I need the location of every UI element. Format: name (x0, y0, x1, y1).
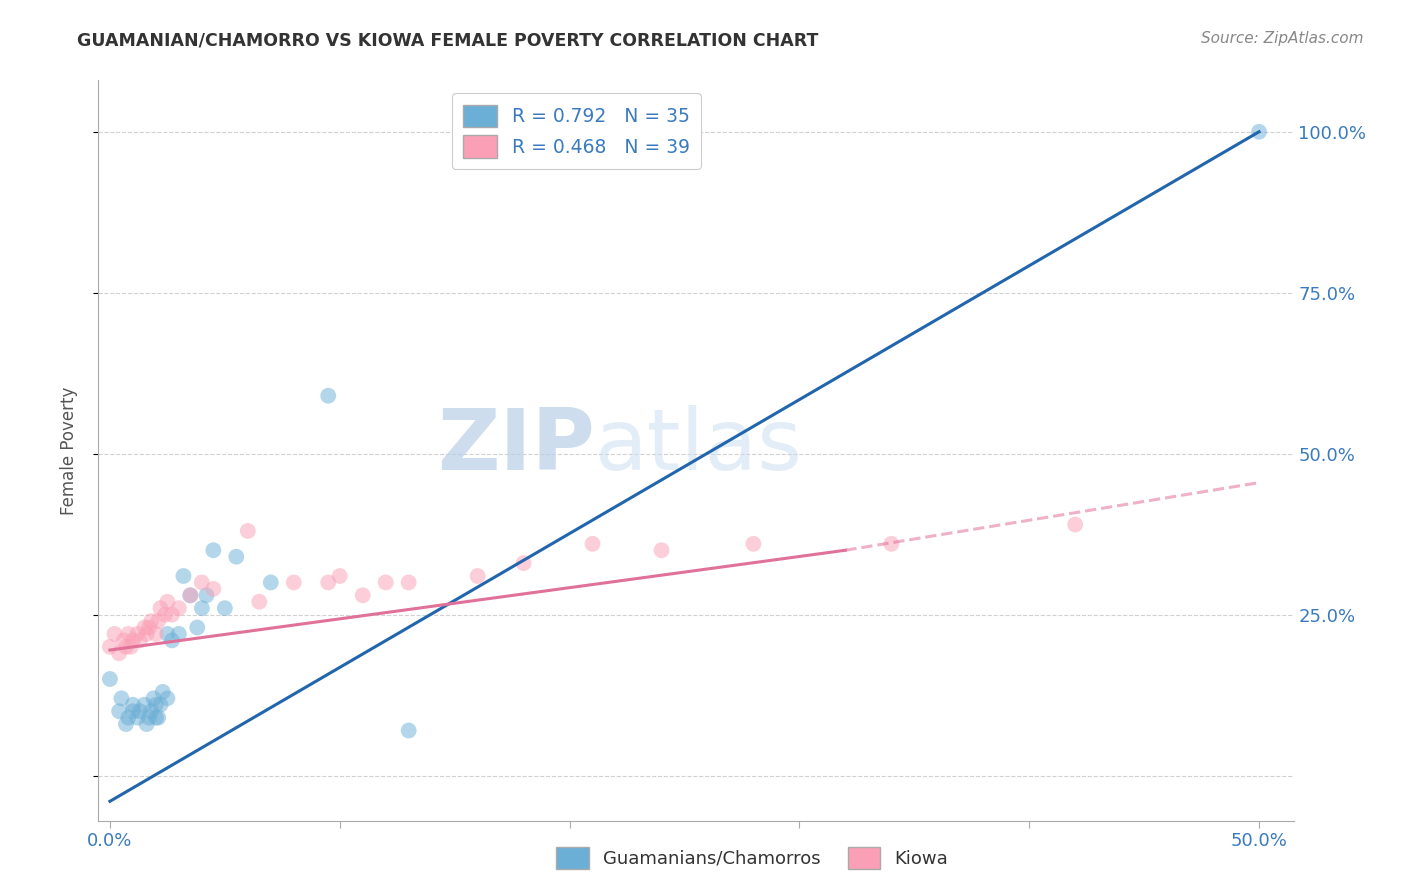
Legend: Guamanians/Chamorros, Kiowa: Guamanians/Chamorros, Kiowa (548, 839, 956, 876)
Text: atlas: atlas (595, 405, 803, 488)
Point (156, 627, 179, 641)
Point (374, 575, 396, 590)
Point (329, 569, 352, 583)
Point (202, 543, 225, 558)
Point (148, 614, 170, 628)
Text: Source: ZipAtlas.com: Source: ZipAtlas.com (1201, 31, 1364, 46)
Point (156, 595, 179, 609)
Point (117, 627, 139, 641)
Point (179, 588, 201, 602)
Point (145, 711, 167, 725)
Point (112, 633, 135, 648)
Point (214, 601, 236, 615)
Point (122, 698, 145, 712)
Point (135, 717, 157, 731)
Point (316, 389, 339, 403)
Point (98, 672, 121, 686)
Point (120, 640, 142, 654)
Point (202, 582, 225, 596)
Point (122, 633, 145, 648)
Point (127, 627, 149, 641)
Point (160, 607, 183, 622)
Point (172, 569, 194, 583)
Point (98, 640, 121, 654)
Point (153, 607, 176, 622)
Point (108, 646, 131, 660)
Point (138, 620, 160, 634)
Point (167, 627, 190, 641)
Point (122, 704, 145, 718)
Point (142, 691, 165, 706)
Point (260, 575, 283, 590)
Point (186, 620, 208, 634)
Point (134, 620, 156, 634)
Point (247, 595, 270, 609)
Point (128, 633, 150, 648)
Point (117, 711, 139, 725)
Point (128, 704, 150, 718)
Point (145, 627, 167, 641)
Point (148, 711, 170, 725)
Point (191, 601, 214, 615)
Text: GUAMANIAN/CHAMORRO VS KIOWA FEMALE POVERTY CORRELATION CHART: GUAMANIAN/CHAMORRO VS KIOWA FEMALE POVER… (77, 31, 818, 49)
Point (1064, 517, 1087, 532)
Point (160, 633, 183, 648)
Point (191, 575, 214, 590)
Y-axis label: Female Poverty: Female Poverty (59, 386, 77, 515)
Point (512, 556, 534, 570)
Point (152, 685, 174, 699)
Point (149, 601, 172, 615)
Point (225, 549, 247, 564)
Point (467, 569, 489, 583)
Point (141, 614, 163, 628)
Point (115, 717, 138, 731)
Point (236, 524, 259, 538)
Point (398, 723, 420, 738)
Point (127, 711, 149, 725)
Point (145, 698, 167, 712)
Point (138, 711, 160, 725)
Point (352, 588, 374, 602)
Point (115, 640, 138, 654)
Point (149, 698, 172, 712)
Point (650, 543, 672, 558)
Point (195, 588, 218, 602)
Point (880, 537, 903, 551)
Point (316, 575, 339, 590)
Point (103, 627, 125, 641)
Legend: R = 0.792   N = 35, R = 0.468   N = 39: R = 0.792 N = 35, R = 0.468 N = 39 (451, 94, 702, 169)
Point (141, 704, 163, 718)
Point (179, 588, 201, 602)
Point (398, 575, 420, 590)
Point (135, 627, 157, 641)
Text: ZIP: ZIP (437, 405, 595, 488)
Point (108, 704, 131, 718)
Point (283, 575, 305, 590)
Point (581, 537, 603, 551)
Point (167, 601, 190, 615)
Point (742, 537, 765, 551)
Point (134, 698, 156, 712)
Point (156, 691, 179, 706)
Point (1247, 125, 1270, 139)
Point (110, 691, 132, 706)
